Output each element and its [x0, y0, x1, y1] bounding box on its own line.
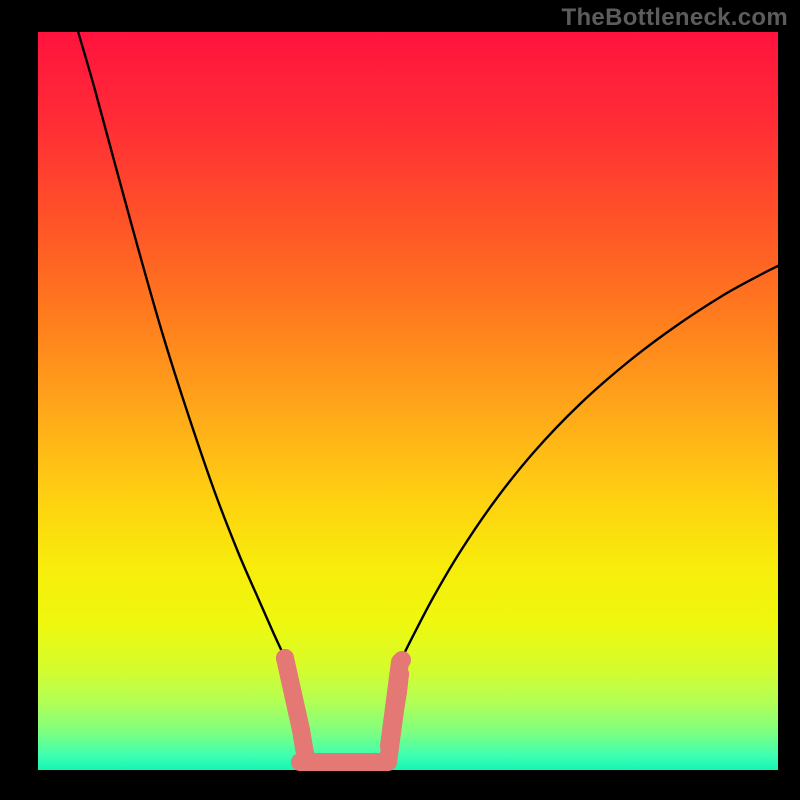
watermark-text: TheBottleneck.com — [562, 4, 788, 32]
chart-canvas: TheBottleneck.com — [0, 0, 800, 800]
frame-left — [0, 0, 38, 800]
frame-right — [778, 0, 800, 800]
plot-background — [38, 32, 778, 770]
frame-bottom — [0, 770, 800, 800]
